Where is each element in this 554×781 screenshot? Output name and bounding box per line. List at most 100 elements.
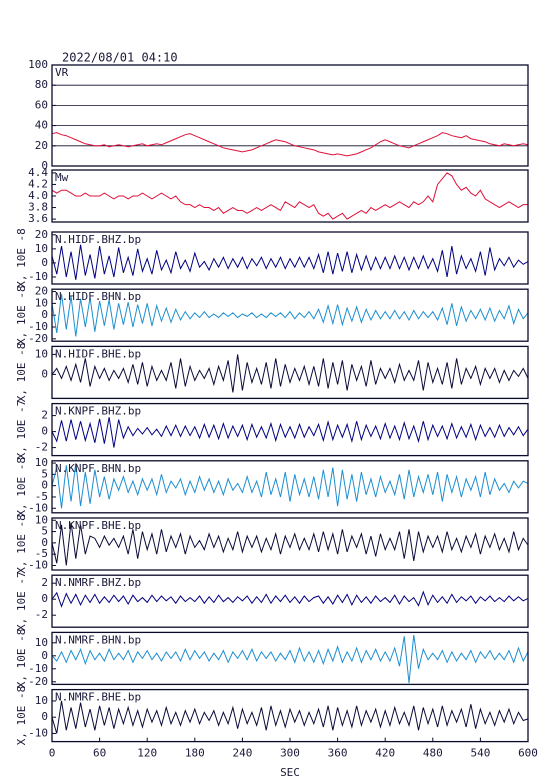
trace [51, 172, 528, 220]
panel-label: N.HIDF.BHE.bp [55, 347, 141, 360]
trace [51, 700, 529, 734]
y-tick-label: 3.8 [28, 201, 48, 214]
x-axis-label: SEC [280, 766, 300, 779]
y-tick-label: 80 [35, 78, 48, 91]
y-tick-label: -5 [35, 490, 48, 503]
y-tick-label: 20 [35, 228, 48, 241]
y-axis-label: X, 10E -8 [15, 228, 28, 288]
y-tick-label: 2 [41, 576, 48, 589]
panel-frame [51, 231, 529, 285]
y-tick-label: 10 [35, 513, 48, 526]
y-axis-label: X, 10E -8 [15, 457, 28, 517]
y-tick-label: 0 [41, 649, 48, 662]
panel-frame [51, 169, 529, 223]
y-tick-label: 0 [41, 308, 48, 321]
trace [51, 462, 529, 509]
y-tick-label: 20 [35, 285, 48, 298]
panel-frame [51, 345, 529, 400]
y-axis-label: X, 10E -7 [15, 571, 28, 631]
y-tick-label: 10 [35, 347, 48, 360]
panel-label: N.NMRF.BHZ.bp [55, 576, 141, 589]
y-tick-label: 5 [41, 467, 48, 480]
panel-frame [51, 460, 529, 514]
y-tick-label: 5 [41, 525, 48, 538]
panel-label: Mw [55, 171, 69, 184]
y-tick-label: 0 [41, 592, 48, 605]
y-tick-label: 0 [41, 367, 48, 380]
trace [51, 354, 529, 393]
trace [51, 132, 529, 157]
x-tick-label: 480 [423, 747, 443, 760]
y-tick-label: 0 [41, 425, 48, 438]
y-tick-label: 4.4 [28, 166, 48, 179]
y-tick-label: 0 [41, 536, 48, 549]
y-tick-label: 0 [41, 710, 48, 723]
y-tick-label: 0 [41, 256, 48, 269]
y-tick-label: 20 [35, 139, 48, 152]
y-tick-label: 2 [41, 409, 48, 422]
panel-label: N.KNPF.BHE.bp [55, 519, 141, 532]
x-tick-label: 600 [518, 747, 538, 760]
y-tick-label: -2 [35, 608, 48, 621]
x-tick-label: 240 [232, 747, 252, 760]
y-tick-label: -2 [35, 441, 48, 454]
trace [51, 522, 529, 566]
y-tick-label: 10 [35, 694, 48, 707]
y-tick-label: 10 [35, 636, 48, 649]
panel-frame [51, 288, 529, 342]
y-axis-label: X, 10E -8 [15, 343, 28, 403]
y-tick-label: -10 [28, 270, 48, 283]
chart-title: 2022/08/01 04:10 [62, 51, 178, 65]
y-tick-label: 40 [35, 119, 48, 132]
x-tick-label: 180 [185, 747, 205, 760]
y-axis-label: X, 10E -8 [15, 514, 28, 574]
trace [51, 244, 529, 280]
y-tick-label: 3.6 [28, 212, 48, 225]
panel-label: N.KNPF.BHZ.bp [55, 405, 141, 418]
y-tick-label: -20 [28, 675, 48, 688]
y-tick-label: -10 [28, 726, 48, 739]
y-tick-label: 60 [35, 98, 48, 111]
y-tick-label: -10 [28, 558, 48, 571]
y-axis-label: X, 10E -8 [15, 686, 28, 746]
y-tick-label: -20 [28, 332, 48, 345]
y-tick-label: 4.2 [28, 177, 48, 190]
panel-label: N.HIDF.BHZ.bp [55, 233, 141, 246]
trace [51, 417, 529, 448]
y-tick-label: 10 [35, 296, 48, 309]
panel-label: N.HIDF.BHN.bp [55, 290, 141, 303]
panel-frame [51, 574, 529, 628]
y-tick-label: 0 [41, 479, 48, 492]
panel-label: VR [55, 66, 69, 79]
y-axis-label: X, 10E -7 [15, 400, 28, 460]
y-tick-label: -5 [35, 547, 48, 560]
x-tick-label: 60 [93, 747, 106, 760]
trace [51, 590, 529, 608]
y-axis-label: X, 10E -8 [15, 285, 28, 345]
x-tick-label: 300 [280, 747, 300, 760]
x-tick-label: 420 [375, 747, 395, 760]
y-tick-label: 0 [41, 159, 48, 172]
y-axis-label: X, 10E -8 [15, 629, 28, 689]
panel-frame [51, 517, 529, 571]
y-tick-label: 4.0 [28, 189, 48, 202]
panel-label: N.KNPF.BHN.bp [55, 462, 141, 475]
panel-frame [51, 402, 529, 457]
y-tick-label: -10 [28, 501, 48, 514]
trace [51, 293, 529, 337]
y-tick-label: 100 [28, 58, 48, 71]
trace [51, 634, 529, 684]
y-tick-label: -10 [28, 320, 48, 333]
y-tick-label: 10 [35, 456, 48, 469]
panel-frame [51, 631, 529, 686]
x-tick-label: 360 [328, 747, 348, 760]
y-tick-label: 10 [35, 242, 48, 255]
panel-frame [51, 64, 529, 167]
panel-label: N.NMRF.BHN.bp [55, 633, 141, 646]
x-tick-label: 0 [49, 747, 56, 760]
x-tick-label: 120 [137, 747, 157, 760]
y-tick-label: -10 [28, 662, 48, 675]
x-tick-label: 540 [470, 747, 490, 760]
panel-label: N.NMRF.BHE.bp [55, 691, 141, 704]
